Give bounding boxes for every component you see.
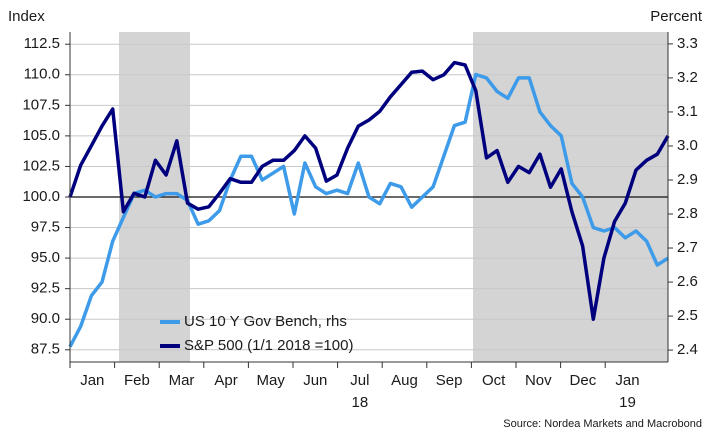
- y2-axis-label: Percent: [650, 8, 703, 25]
- y-tick-label: 90.0: [31, 310, 60, 327]
- y2-tick-label: 2.5: [677, 307, 698, 324]
- x-tick-label: Sep: [436, 372, 463, 389]
- x-tick-label: Jul: [350, 372, 369, 389]
- year-label: 19: [619, 394, 636, 411]
- y2-tick-label: 2.8: [677, 205, 698, 222]
- y-tick-label: 110.0: [24, 66, 60, 83]
- x-tick-label: Aug: [391, 372, 418, 389]
- source: Source: Nordea Markets and Macrobond: [503, 418, 702, 430]
- y-tick-label: 92.5: [31, 280, 60, 297]
- y-tick-label: 107.5: [22, 96, 60, 113]
- y2-tick-label: 2.7: [677, 239, 698, 256]
- y2-tick-label: 3.0: [677, 137, 698, 154]
- y-tick-label: 100.0: [22, 188, 60, 205]
- y-axis-label: Index: [8, 8, 45, 25]
- y-tick-label: 112.5: [24, 35, 60, 52]
- x-tick-label: Apr: [214, 372, 237, 389]
- legend-label: S&P 500 (1/1 2018 =100): [184, 337, 353, 354]
- x-tick-label: Mar: [169, 372, 195, 389]
- y2-tick-label: 3.1: [677, 103, 698, 120]
- x-tick-label: Oct: [482, 372, 506, 389]
- legend: US 10 Y Gov Bench, rhs S&P 500 (1/1 2018 …: [160, 313, 353, 354]
- x-tick-label: Dec: [570, 372, 597, 389]
- y2-tick-label: 2.9: [677, 171, 698, 188]
- y2-tick-label: 2.4: [677, 341, 698, 358]
- y-tick-label: 102.5: [22, 157, 60, 174]
- legend-label: US 10 Y Gov Bench, rhs: [184, 313, 347, 330]
- y-tick-label: 87.5: [31, 341, 60, 358]
- y-tick-label: 95.0: [31, 249, 60, 266]
- y2-tick-label: 3.3: [677, 35, 698, 52]
- x-tick-label: May: [257, 372, 286, 389]
- series-line: [68, 72, 669, 348]
- y2-tick-label: 2.6: [677, 273, 698, 290]
- y-tick-label: 97.5: [31, 219, 60, 236]
- y-tick-label: 105.0: [22, 127, 60, 144]
- x-tick-label: Feb: [124, 372, 150, 389]
- lines: [68, 60, 670, 348]
- x-tick-label: Jun: [303, 372, 327, 389]
- series-line: [68, 60, 670, 321]
- x-tick-label: Jan: [80, 372, 104, 389]
- x-tick-label: Nov: [525, 372, 552, 389]
- y2-tick-label: 3.2: [677, 69, 698, 86]
- year-label: 18: [352, 394, 369, 411]
- x-tick-label: Jan: [615, 372, 639, 389]
